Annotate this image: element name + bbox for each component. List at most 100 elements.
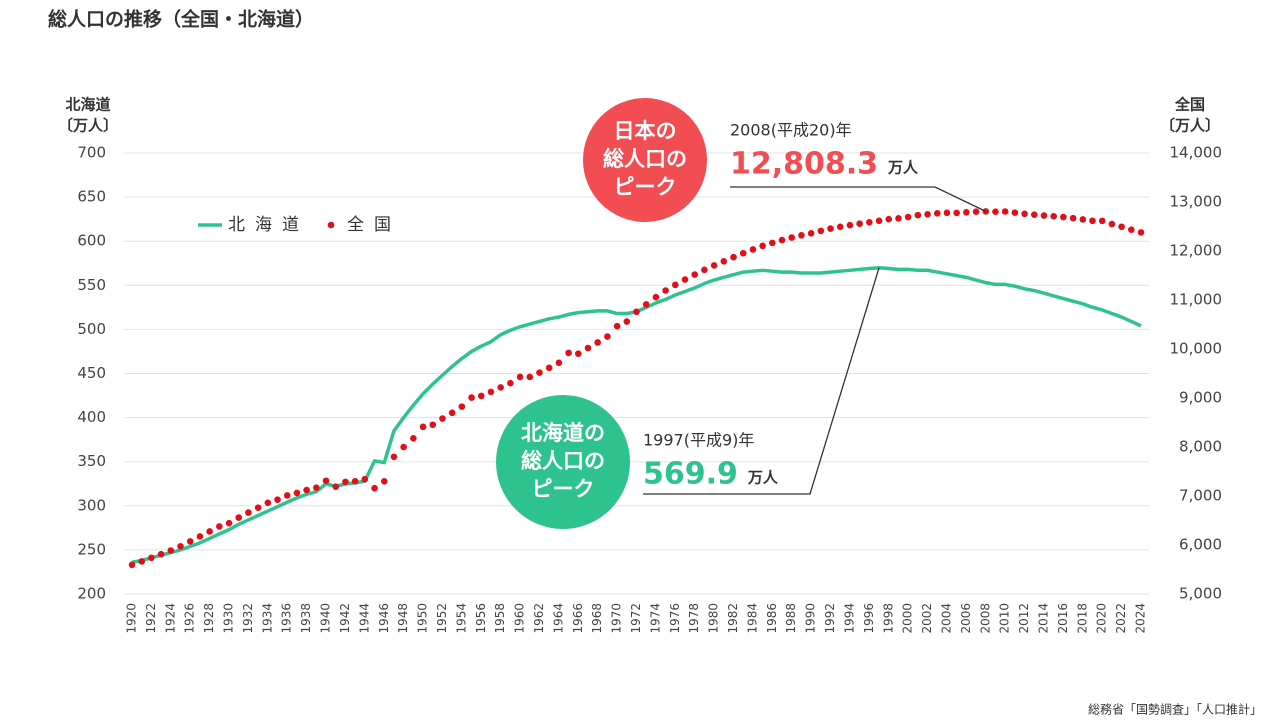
bubble-text: 総人口の	[603, 147, 687, 171]
data-point	[293, 489, 301, 497]
peak-bubble	[496, 395, 630, 529]
x-tick-label: 1924	[163, 603, 177, 634]
legend-marker	[327, 221, 335, 229]
data-point	[817, 227, 825, 235]
x-tick-label: 1964	[551, 603, 565, 634]
x-tick-label: 1952	[435, 603, 449, 634]
peak-year: 1997(平成9)年	[643, 431, 754, 450]
y-tick-label: 250	[77, 540, 106, 558]
data-point	[274, 496, 281, 503]
data-point	[196, 533, 204, 540]
data-point	[1127, 226, 1135, 233]
x-tick-label: 1970	[610, 603, 624, 634]
peak-unit: 万人	[747, 469, 779, 487]
x-tick-label: 1980	[707, 603, 721, 634]
data-point	[875, 217, 883, 225]
x-tick-label: 1986	[765, 603, 779, 634]
x-tick-label: 2014	[1036, 603, 1050, 634]
x-tick-label: 1938	[299, 603, 313, 634]
data-point	[710, 262, 718, 269]
data-point	[613, 322, 621, 330]
bubble-text: 北海道の	[521, 421, 605, 445]
x-tick-label: 1930	[222, 603, 236, 634]
data-point	[953, 209, 960, 217]
y-tick-label: 600	[77, 232, 106, 250]
x-tick-label: 1946	[377, 603, 391, 634]
data-point	[730, 253, 737, 261]
data-point	[574, 350, 582, 358]
x-tick-label: 2022	[1114, 603, 1128, 634]
data-point	[206, 528, 213, 535]
data-point	[545, 364, 553, 372]
bubble-text: 日本の	[614, 119, 677, 143]
y-tick-label: 350	[77, 452, 106, 470]
data-point	[157, 550, 165, 558]
x-tick-label: 2018	[1075, 603, 1089, 634]
data-point	[468, 394, 475, 401]
bubble-text: ピーク	[614, 175, 677, 199]
data-point	[1011, 209, 1019, 216]
data-point	[410, 435, 417, 442]
data-point	[992, 208, 999, 215]
data-point	[283, 492, 291, 499]
x-tick-label: 1992	[823, 603, 837, 634]
data-point	[885, 215, 893, 223]
peak-year: 2008(平成20)年	[730, 121, 852, 140]
data-point	[235, 514, 243, 521]
data-point	[419, 423, 427, 431]
y2-tick-label: 12,000	[1170, 242, 1223, 260]
y2-tick-label: 14,000	[1170, 144, 1223, 162]
data-point	[225, 519, 233, 527]
x-tick-label: 2000	[901, 603, 915, 634]
y-tick-label: 550	[77, 276, 106, 294]
data-point	[303, 486, 310, 494]
data-point	[371, 484, 378, 492]
data-point	[148, 554, 155, 562]
data-point	[769, 239, 776, 247]
y2-axis-title: 全国	[1174, 96, 1205, 114]
x-tick-label: 1984	[745, 603, 759, 634]
x-tick-label: 1932	[241, 603, 255, 634]
data-point	[555, 359, 563, 367]
data-point	[536, 369, 543, 376]
data-point	[1108, 220, 1116, 228]
x-tick-label: 2004	[939, 603, 953, 634]
data-point	[507, 379, 514, 387]
x-tick-label: 2008	[978, 603, 992, 634]
y-tick-label: 650	[77, 188, 106, 206]
data-point	[914, 211, 922, 219]
data-point	[623, 318, 631, 325]
data-point	[778, 236, 786, 244]
x-tick-label: 1998	[881, 603, 895, 634]
data-point	[138, 558, 146, 565]
y-axis-unit: 〔万人〕	[58, 117, 118, 135]
data-point	[749, 246, 757, 253]
x-tick-label: 1922	[144, 603, 158, 634]
data-point	[565, 349, 572, 357]
data-point	[313, 484, 320, 492]
x-tick-label: 1982	[726, 603, 740, 634]
data-point	[584, 344, 592, 352]
data-point	[497, 384, 504, 391]
data-point	[1079, 216, 1087, 223]
data-point	[856, 220, 863, 228]
x-tick-label: 1962	[532, 603, 546, 634]
data-point	[1050, 212, 1057, 220]
data-point	[604, 333, 611, 340]
y-tick-label: 700	[77, 144, 106, 162]
data-point	[322, 477, 330, 485]
y-axis-title: 北海道	[65, 96, 110, 114]
x-tick-label: 1972	[629, 603, 643, 634]
y-tick-label: 500	[77, 320, 106, 338]
x-tick-label: 1948	[396, 603, 410, 634]
data-point	[390, 453, 398, 461]
y-tick-label: 200	[77, 585, 106, 603]
x-tick-label: 1996	[862, 603, 876, 634]
data-point	[672, 281, 679, 289]
data-point	[1098, 217, 1106, 225]
peak-bubble	[583, 98, 707, 222]
data-point	[1021, 210, 1028, 218]
data-point	[1118, 223, 1125, 231]
x-tick-label: 1990	[804, 603, 818, 634]
